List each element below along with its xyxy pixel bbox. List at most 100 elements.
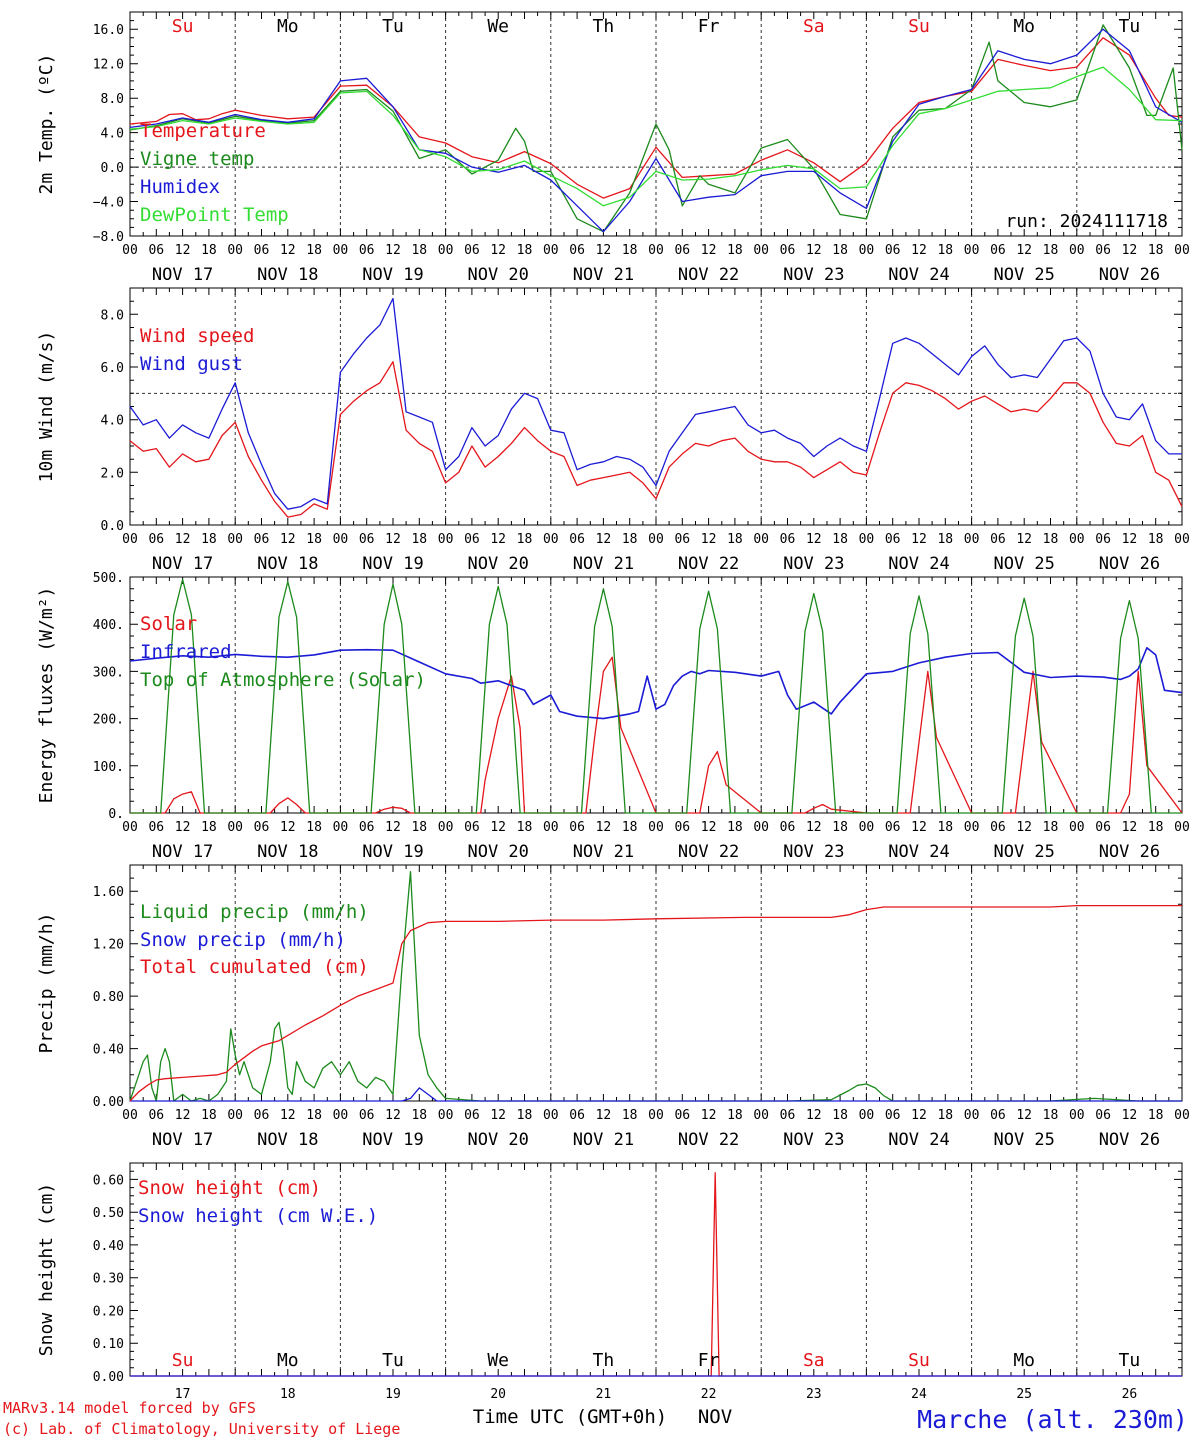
hour-label: 12 [280, 532, 296, 547]
hour-label: 12 [490, 1108, 506, 1123]
hour-label: 18 [832, 532, 848, 547]
plot-frame [129, 287, 1183, 526]
hour-label: 12 [806, 1108, 822, 1123]
date-label: NOV 22 [678, 265, 739, 285]
hour-label: 00 [753, 532, 769, 547]
hour-label: 06 [569, 1108, 585, 1123]
hour-label: 00 [648, 243, 664, 258]
hour-label: 06 [148, 820, 164, 835]
hour-label: 12 [385, 243, 401, 258]
x-ticks [129, 12, 1183, 236]
hour-label: 18 [937, 243, 953, 258]
y-axis-label: Precip (mm/h) [36, 913, 57, 1054]
hour-label: 00 [1069, 532, 1085, 547]
hour-label: 18 [1043, 532, 1059, 547]
hour-label: 18 [1043, 820, 1059, 835]
weekday-label: Mo [1013, 1350, 1035, 1371]
hour-label: 00 [753, 243, 769, 258]
date-label: NOV 18 [257, 1130, 318, 1150]
hour-label: 18 [201, 1108, 217, 1123]
hour-label: 00 [122, 820, 138, 835]
hour-label: 12 [385, 532, 401, 547]
series-line-solar [130, 656, 1183, 814]
weekday-label: Mo [277, 16, 299, 37]
model-credit: MARv3.14 model forced by GFS [3, 1399, 256, 1417]
hour-label: 06 [674, 243, 690, 258]
y-tick-label: −4.0 [93, 196, 124, 211]
y-tick-label: −8.0 [93, 230, 124, 245]
y-tick-label: 0.40 [93, 1239, 124, 1254]
weekday-label: Th [593, 16, 615, 37]
hour-label: 00 [227, 243, 243, 258]
panel-5: 0.00 0.10 0.20 0.30 0.40 0.50 0.60 Snow height … [36, 1162, 1183, 1402]
day-number-label: 23 [806, 1387, 822, 1402]
y-axis-label: 10m Wind (m/s) [36, 331, 57, 483]
date-label: NOV 17 [152, 265, 213, 285]
x-ticks [129, 865, 1183, 1101]
hour-label: 06 [254, 1108, 270, 1123]
hour-label: 12 [490, 243, 506, 258]
hour-label: 12 [806, 532, 822, 547]
x-axis-title: Time UTC (GMT+0h) [473, 1406, 667, 1428]
hour-label: 06 [148, 532, 164, 547]
y-tick-label: 100. [93, 760, 124, 775]
legend-entry: Liquid precip (mm/h) [140, 901, 369, 923]
hour-label: 12 [1016, 243, 1032, 258]
hour-label: 00 [859, 243, 875, 258]
hour-label: 12 [1016, 820, 1032, 835]
series-line-infrared [129, 646, 1183, 720]
hour-label: 00 [964, 243, 980, 258]
weekday-label: Sa [803, 1350, 825, 1371]
y-tick-label: 0.00 [93, 1095, 124, 1110]
hour-label: 18 [201, 820, 217, 835]
hour-label: 12 [701, 1108, 717, 1123]
hour-label: 12 [385, 820, 401, 835]
hour-label: 00 [753, 1108, 769, 1123]
day-number-label: 21 [596, 1387, 612, 1402]
series-line-temperature [129, 37, 1183, 199]
hour-label: 18 [201, 243, 217, 258]
hour-label: 06 [885, 532, 901, 547]
hour-label: 18 [201, 532, 217, 547]
hour-label: 00 [543, 532, 559, 547]
y-tick-label: 0.0 [101, 519, 124, 534]
hour-label: 18 [1148, 243, 1164, 258]
hour-label: 06 [1095, 820, 1111, 835]
hour-label: 18 [727, 532, 743, 547]
hour-label: 00 [438, 820, 454, 835]
legend-entry: Infrared [140, 641, 232, 663]
hour-label: 00 [1174, 532, 1190, 547]
date-label: NOV 26 [1099, 265, 1160, 285]
hour-label: 18 [411, 820, 427, 835]
y-tick-label: 0. [108, 807, 124, 822]
y-tick-label: 0.0 [101, 161, 124, 176]
date-label: NOV 19 [362, 554, 423, 574]
hour-label: 12 [596, 1108, 612, 1123]
hour-label: 12 [1122, 820, 1138, 835]
hour-label: 06 [359, 1108, 375, 1123]
series-line-total-cumulated-cm- [129, 904, 1182, 1102]
hour-label: 06 [674, 1108, 690, 1123]
day-number-label: 24 [911, 1387, 927, 1402]
hour-label: 18 [832, 243, 848, 258]
y-tick-label: 4.0 [101, 414, 124, 429]
weekday-label: Su [908, 1350, 930, 1371]
y-tick-label: 1.20 [93, 938, 124, 953]
hour-label: 00 [1174, 243, 1190, 258]
y-tick-label: 0.50 [93, 1206, 124, 1221]
hour-label: 12 [701, 243, 717, 258]
hour-label: 06 [674, 820, 690, 835]
date-label: NOV 19 [362, 1130, 423, 1150]
hour-label: 18 [306, 243, 322, 258]
legend-entry: Snow precip (mm/h) [140, 929, 346, 951]
weekday-label: Th [593, 1350, 615, 1371]
y-ticks [130, 287, 1182, 526]
date-label: NOV 21 [573, 842, 634, 862]
weekday-label: Tu [382, 1350, 404, 1371]
y-tick-label: 12.0 [93, 58, 124, 73]
hour-label: 18 [1148, 820, 1164, 835]
hour-label: 00 [648, 1108, 664, 1123]
hour-label: 12 [911, 532, 927, 547]
hour-label: 18 [306, 820, 322, 835]
hour-label: 12 [806, 820, 822, 835]
